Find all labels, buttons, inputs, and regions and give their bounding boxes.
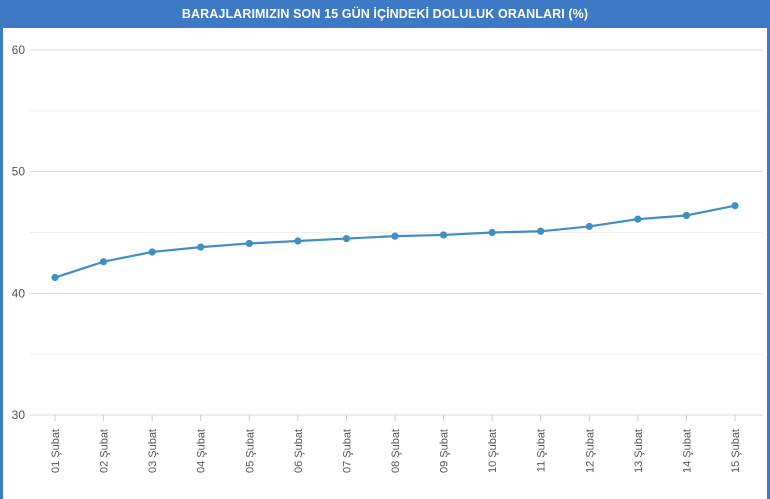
x-tick-label: 08 Şubat: [390, 429, 402, 473]
x-tick-label: 06 Şubat: [293, 429, 305, 473]
data-point: [439, 231, 448, 239]
x-tick-label: 07 Şubat: [341, 429, 353, 473]
data-point: [245, 239, 253, 248]
chart-title: BARAJLARIMIZIN SON 15 GÜN İÇİNDEKİ DOLUL…: [3, 0, 767, 28]
x-tick-label: 03 Şubat: [147, 429, 159, 473]
data-point: [634, 215, 642, 223]
data-point: [51, 273, 59, 282]
data-point: [682, 211, 691, 220]
data-point: [731, 202, 739, 210]
data-point: [197, 243, 205, 251]
x-tick-label: 02 Şubat: [99, 429, 111, 473]
x-tick-label: 10 Şubat: [487, 429, 499, 473]
data-point: [391, 232, 399, 240]
y-tick-label: 30: [12, 408, 26, 422]
data-point: [585, 222, 593, 231]
data-point: [488, 228, 496, 237]
data-point: [342, 234, 351, 243]
y-tick-label: 60: [12, 43, 26, 57]
data-point: [294, 237, 302, 245]
y-tick-label: 40: [12, 286, 26, 300]
data-point: [99, 258, 108, 266]
x-tick-label: 09 Şubat: [439, 429, 451, 473]
x-tick-label: 15 Şubat: [730, 429, 742, 473]
x-tick-label: 12 Şubat: [584, 429, 596, 473]
line-chart: 30 40 50 60 01 Şubat 02 Şubat 03 Şubat 04 Şubat…: [12, 43, 763, 473]
x-tick-label: 05 Şubat: [244, 429, 256, 473]
x-tick-label: 01 Şubat: [50, 429, 62, 473]
series-line: [54, 204, 736, 279]
x-tick-label: 11 Şubat: [536, 429, 548, 472]
x-tick-label: 13 Şubat: [633, 429, 645, 473]
y-tick-label: 50: [12, 165, 26, 179]
x-tick-label: 04 Şubat: [196, 429, 208, 473]
data-point: [148, 248, 156, 256]
data-point: [537, 227, 545, 235]
x-tick-label: 14 Şubat: [681, 429, 693, 473]
